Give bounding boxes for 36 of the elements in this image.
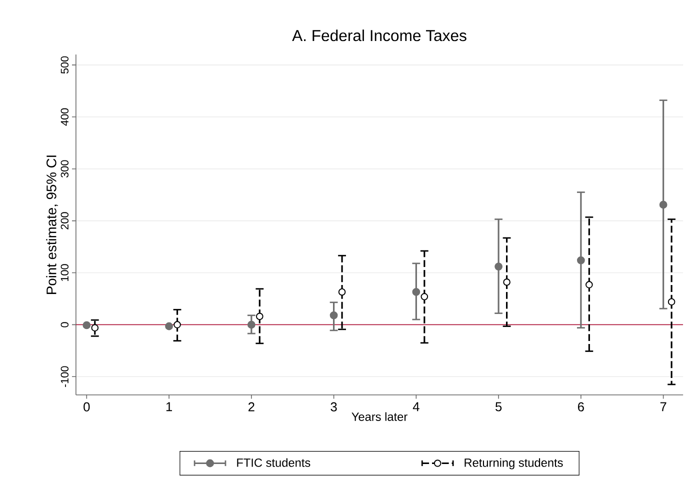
point: [82, 321, 91, 330]
y-tick-label: -100: [60, 366, 68, 388]
legend-label: Returning students: [464, 458, 563, 470]
x-tick-label: 0: [84, 402, 90, 412]
point: [576, 256, 585, 264]
point: [256, 312, 264, 320]
x-tick-label: 1: [166, 402, 172, 412]
chart-title: A. Federal Income Taxes: [292, 30, 466, 42]
x-tick-label: 7: [660, 402, 666, 412]
point: [586, 281, 593, 288]
y-tick-label: 400: [60, 108, 68, 126]
x-axis-title: Years later: [352, 412, 408, 421]
x-tick-label: 2: [248, 402, 254, 412]
x-tick-label: 4: [412, 402, 420, 412]
legend-label: FTIC students: [237, 458, 310, 467]
point: [330, 311, 338, 320]
y-axis-title: Point estimate, 95% CI: [46, 156, 58, 294]
point: [503, 278, 510, 286]
point: [174, 321, 181, 328]
point: [412, 288, 420, 296]
point: [494, 262, 503, 270]
point: [668, 298, 676, 306]
y-tick-label: 300: [60, 160, 68, 178]
point: [338, 288, 346, 296]
y-tick-label: 0: [60, 322, 68, 328]
y-tick-label: 200: [60, 212, 68, 230]
point: [165, 322, 173, 330]
x-tick-label: 3: [330, 402, 337, 412]
point: [420, 293, 428, 300]
y-tick-label: 100: [60, 264, 68, 282]
y-tick-label: 500: [60, 56, 68, 74]
point: [247, 320, 256, 329]
x-tick-label: 6: [578, 402, 584, 412]
x-tick-label: 5: [495, 402, 502, 412]
point: [659, 200, 668, 209]
point: [91, 324, 99, 332]
